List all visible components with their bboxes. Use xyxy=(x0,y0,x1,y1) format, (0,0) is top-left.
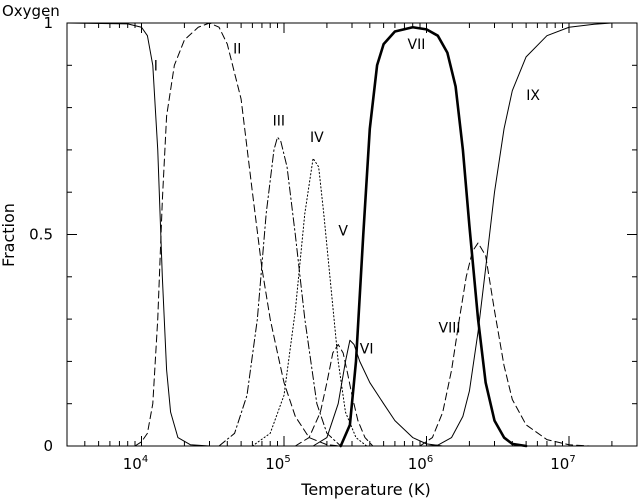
series-viii-line xyxy=(419,242,591,447)
x-tick-label: 104 xyxy=(123,454,148,473)
series-label: VI xyxy=(360,342,374,358)
series-label: VIII xyxy=(439,321,461,337)
series-label: II xyxy=(233,41,241,57)
series-layer xyxy=(66,22,638,448)
series-label: VII xyxy=(408,37,426,53)
series-iii-line xyxy=(218,136,342,447)
y-tick-label: 0.5 xyxy=(29,226,53,244)
x-axis-label: Temperature (K) xyxy=(300,480,430,499)
series-label: III xyxy=(273,113,285,129)
series-v-line xyxy=(294,343,374,447)
x-tick-label: 106 xyxy=(408,454,433,473)
series-vii-line xyxy=(339,25,528,448)
ticks-layer: 104 105 106 107 0 0.5 1 xyxy=(29,14,638,473)
y-axis-label: Fraction xyxy=(0,203,18,267)
series-vi-line xyxy=(312,339,444,447)
series-iv-line xyxy=(251,157,368,447)
chart-title: Oxygen xyxy=(2,2,60,20)
series-label: V xyxy=(338,223,348,239)
series-label: I xyxy=(154,58,158,74)
y-tick-label: 0 xyxy=(43,437,53,455)
y-tick-label: 1 xyxy=(43,14,53,32)
plot-frame xyxy=(66,22,638,447)
series-label: IX xyxy=(526,88,540,104)
series-label: IV xyxy=(310,130,324,146)
series-i-line xyxy=(66,22,210,447)
x-tick-label: 105 xyxy=(265,454,290,473)
series-ix-line xyxy=(426,22,638,447)
x-tick-label: 107 xyxy=(550,454,575,473)
series-ii-line xyxy=(134,22,342,447)
